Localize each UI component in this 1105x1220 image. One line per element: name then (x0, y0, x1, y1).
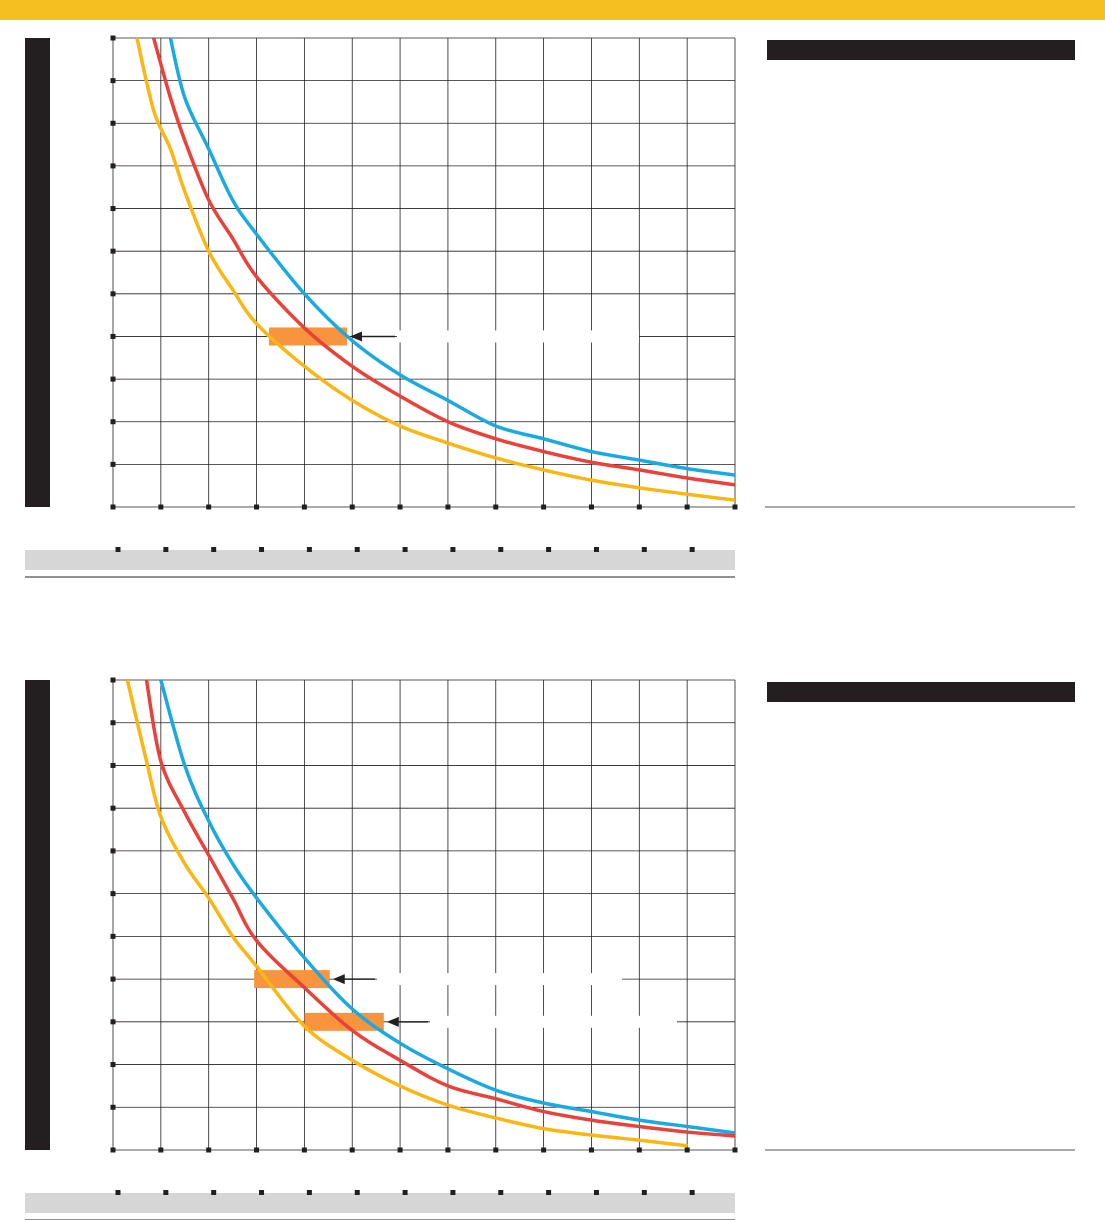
band-marker (450, 1190, 456, 1195)
band-marker (115, 547, 121, 552)
band-marker (641, 1190, 647, 1195)
y-tick-mark (110, 120, 116, 126)
band-marker (641, 547, 647, 552)
band-marker (306, 547, 312, 552)
band-marker (689, 547, 695, 552)
series-line (151, 38, 735, 487)
series-line (159, 680, 735, 1135)
band-marker (259, 1190, 265, 1195)
y-tick-mark (110, 976, 116, 982)
band-marker (354, 547, 360, 552)
annotation-gap (377, 973, 622, 986)
y-tick-mark (110, 848, 116, 854)
band-marker (354, 1190, 360, 1195)
series-line (168, 38, 735, 477)
side-header (767, 40, 1075, 60)
highlight-bar (268, 327, 347, 346)
band-marker (593, 547, 599, 552)
y-tick-mark (110, 376, 116, 382)
band-marker (450, 547, 456, 552)
annotation-gap (430, 1015, 677, 1028)
band-marker (498, 1190, 504, 1195)
y-tick-mark (110, 891, 116, 897)
y-tick-mark (110, 35, 116, 41)
y-tick-mark (110, 333, 116, 339)
band-marker (163, 547, 169, 552)
side-label-bar (25, 680, 50, 1150)
y-tick-mark (110, 419, 116, 425)
y-tick-mark (110, 805, 116, 811)
series-line (144, 680, 735, 1138)
y-tick-mark (110, 461, 116, 467)
band-marker (211, 1190, 217, 1195)
band-marker (402, 547, 408, 552)
y-tick-mark (110, 677, 116, 683)
band-marker (546, 1190, 552, 1195)
y-tick-mark (110, 1147, 116, 1153)
band-marker (689, 1190, 695, 1195)
x-label-band (25, 550, 735, 570)
band-marker (211, 547, 217, 552)
y-tick-mark (110, 248, 116, 254)
side-label-bar (25, 38, 50, 507)
band-marker (163, 1190, 169, 1195)
y-tick-mark (110, 206, 116, 212)
band-marker (306, 1190, 312, 1195)
top-bar (0, 0, 1105, 20)
arrow-head (349, 331, 362, 342)
band-marker (593, 1190, 599, 1195)
y-tick-mark (110, 1104, 116, 1110)
y-tick-mark (110, 720, 116, 726)
band-marker (498, 547, 504, 552)
band-marker (402, 1190, 408, 1195)
annotation-gap (397, 330, 639, 343)
arrow-head (386, 1016, 399, 1027)
y-tick-mark (110, 504, 116, 510)
y-tick-mark (110, 291, 116, 297)
y-tick-mark (110, 163, 116, 169)
x-label-band (25, 1193, 735, 1213)
side-header (767, 682, 1075, 702)
highlight-bar (254, 970, 330, 989)
band-marker (259, 547, 265, 552)
band-marker (546, 547, 552, 552)
y-tick-mark (110, 762, 116, 768)
band-marker (115, 1190, 121, 1195)
series-line (125, 680, 688, 1148)
y-tick-mark (110, 78, 116, 84)
y-tick-mark (110, 1019, 116, 1025)
series-line (135, 38, 735, 502)
y-tick-mark (110, 933, 116, 939)
arrow-head (332, 974, 345, 985)
y-tick-mark (110, 1062, 116, 1068)
